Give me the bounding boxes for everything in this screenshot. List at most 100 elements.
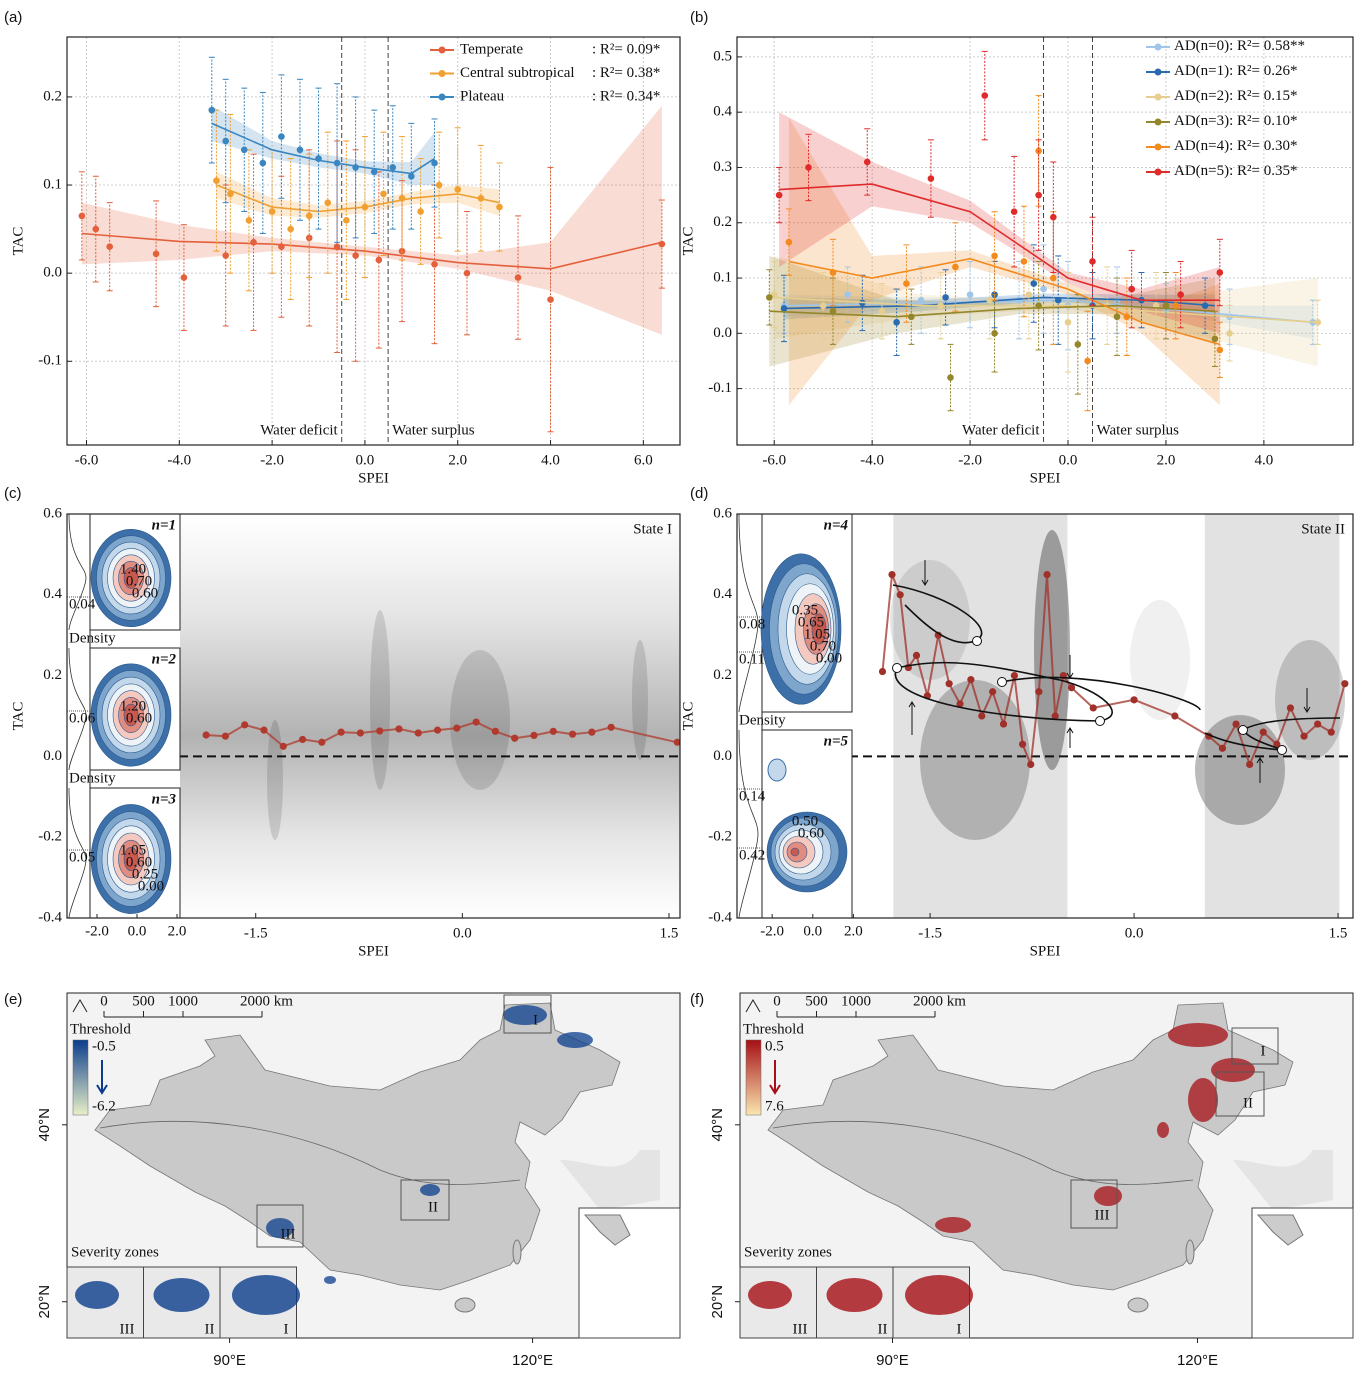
point [92,225,100,233]
point [1074,341,1082,348]
point-cloud [370,610,390,790]
legend-name: AD(n=5) [1174,163,1229,179]
point [1172,302,1180,309]
contour [811,613,827,645]
neighbors [560,1150,660,1210]
y-tick-label: 0.4 [43,586,62,602]
point [1162,302,1170,309]
point [222,137,230,145]
point [770,291,778,298]
point [967,676,975,684]
plot-frame [736,513,1354,919]
density-curve [68,647,87,771]
south-sea-inset [578,1207,681,1339]
point [1216,346,1224,354]
density-label: Density [739,712,786,728]
legend-swatch [1154,118,1162,126]
point-cloud [267,720,283,840]
contour-label: 0.00 [138,878,164,894]
point [1010,672,1019,680]
legend-name: AD(n=1) [1174,63,1229,79]
legend-swatch [1154,93,1162,101]
point [343,216,350,224]
y-tick-label: 0.1 [43,176,62,192]
legend-label: Temperate [460,41,523,57]
state-band [1204,514,1340,918]
point [324,199,332,206]
point [780,305,788,312]
point [1089,258,1096,265]
point [240,146,248,154]
point [1177,291,1184,298]
hotspot [420,1184,440,1196]
point [78,212,86,220]
point [296,146,304,154]
contour-label: 0.00 [816,650,842,666]
point [1035,302,1042,309]
lat-label: 40°N [709,1108,726,1142]
point [1226,330,1233,337]
zone-label: I [1261,1043,1266,1059]
point [1123,313,1131,321]
panel-label: (a) [4,9,22,26]
plot-area [78,37,666,445]
point [227,190,234,198]
confidence-band [788,117,1220,406]
inset-x-tick-label: 2.0 [168,923,187,939]
y-tick-label: 0.0 [43,748,62,764]
point [888,571,896,579]
x-axis-label: SPEI [358,943,389,959]
point [1084,357,1091,365]
legend-name: AD(n=0) [1174,38,1229,54]
zone-box [1070,1179,1118,1229]
colorbar-arrow [96,1060,108,1095]
annotation: Water surplus [392,422,475,438]
y-tick-label: 0.1 [713,269,732,285]
point [180,274,188,281]
legend-r2: : R²= 0.26* [1229,63,1297,79]
inset-label: n=2 [152,651,177,667]
x-axis-label: SPEI [1030,470,1061,486]
point [315,155,322,162]
legend-swatch [438,70,446,77]
point [435,181,443,189]
density-tick-label: 0.11 [739,651,765,667]
point [1327,728,1335,736]
point [268,208,276,215]
point [1218,744,1227,752]
y-tick-label: 0.4 [713,586,732,602]
point [1128,285,1135,293]
zone-box [1231,1027,1279,1065]
severity-patch [75,1281,119,1309]
hotspot [324,1276,336,1284]
lon-label: 120°E [512,1352,553,1369]
loop [894,661,1113,722]
x-tick-label: -1.5 [918,925,942,941]
fit-line [211,122,435,175]
point [408,172,415,180]
north-arrow [72,999,88,1013]
point [819,302,827,309]
y-tick-label: 0.2 [43,667,62,683]
scale-label: 0 [100,993,108,1009]
point [511,734,519,742]
point [942,294,949,301]
point-cloud [1275,640,1345,760]
hotspot [1157,1122,1169,1138]
fit-line [774,296,1318,324]
point [1054,296,1062,304]
hotspot [266,1218,294,1238]
colorbar [72,1039,89,1116]
point [463,269,471,277]
point [152,250,160,258]
point [658,240,666,248]
annotation: Water deficit [962,422,1040,438]
confidence-band [769,255,1215,367]
state-label: State II [1301,521,1345,537]
zone-box [256,1204,304,1248]
point [844,291,851,298]
state-label: State I [633,521,672,537]
y-tick-label: 0.6 [43,505,62,521]
point [431,261,438,268]
